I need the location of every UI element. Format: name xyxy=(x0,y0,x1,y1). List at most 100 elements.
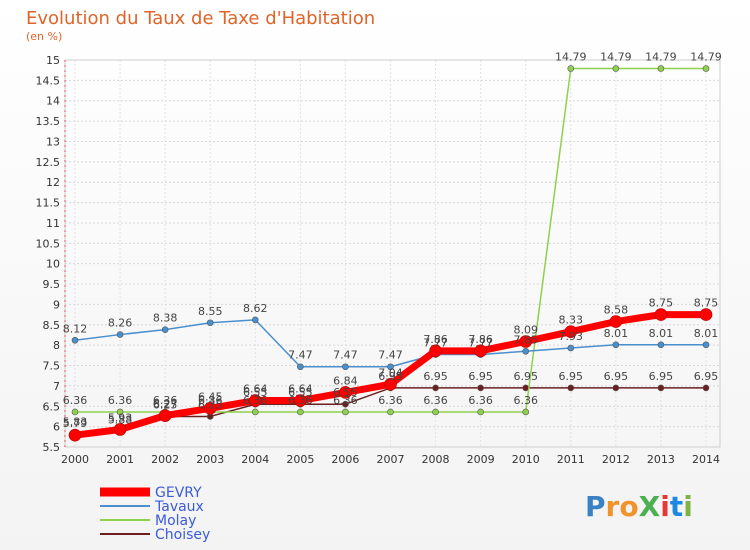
x-tick-label: 2001 xyxy=(106,453,134,466)
data-label-tavaux: 8.01 xyxy=(694,327,719,340)
data-label-molay: 14.79 xyxy=(690,51,722,64)
data-point-gevry xyxy=(68,428,82,442)
y-tick-label: 10 xyxy=(46,258,60,271)
x-tick-label: 2004 xyxy=(241,453,269,466)
y-tick-label: 13.5 xyxy=(36,115,61,128)
data-point-choisey xyxy=(657,384,665,392)
y-tick-label: 9.5 xyxy=(43,278,61,291)
y-tick-label: 10.5 xyxy=(36,237,61,250)
y-tick-label: 14.5 xyxy=(36,74,61,87)
data-label-gevry: 6.84 xyxy=(333,374,358,387)
data-point-gevry xyxy=(203,401,217,415)
data-point-gevry xyxy=(609,315,623,328)
data-point-molay xyxy=(297,408,304,416)
data-point-choisey xyxy=(342,400,349,408)
data-label-choisey: 6.95 xyxy=(468,370,493,383)
data-label-choisey: 6.55 xyxy=(243,386,268,399)
data-point-choisey xyxy=(567,384,575,392)
x-axis: 2000 2001 2002 2003 2004 2005 2006 2007 2008 2009… xyxy=(61,453,720,466)
data-point-gevry xyxy=(113,423,127,436)
data-point-gevry xyxy=(474,344,487,358)
data-label-choisey: 6.95 xyxy=(649,370,674,383)
data-label-gevry: 5.79 xyxy=(63,417,88,430)
x-tick-label: 2009 xyxy=(467,453,495,466)
data-label-tavaux: 8.62 xyxy=(243,302,268,315)
logo-letter: X xyxy=(639,490,661,523)
y-tick-label: 13 xyxy=(46,135,60,148)
y-tick-label: 8 xyxy=(53,339,60,352)
data-label-tavaux: 7.77 xyxy=(423,337,448,350)
data-label-molay: 6.36 xyxy=(243,394,268,407)
x-tick-label: 2010 xyxy=(512,453,540,466)
x-tick-label: 2008 xyxy=(422,453,450,466)
data-point-choisey xyxy=(612,384,620,392)
data-point-molay xyxy=(567,65,575,72)
data-label-molay: 6.36 xyxy=(378,394,403,407)
data-label-choisey: 6.95 xyxy=(423,370,448,383)
data-label-choisey: 6.55 xyxy=(333,386,358,399)
data-point-tavaux xyxy=(387,363,394,371)
data-point-tavaux xyxy=(71,336,79,344)
data-label-molay: 14.79 xyxy=(645,51,677,64)
data-label-molay: 6.36 xyxy=(198,394,223,407)
legend-label-gevry: GEVRY xyxy=(155,485,202,501)
data-label-molay: 6.36 xyxy=(63,394,88,407)
y-tick-label: 8.5 xyxy=(43,319,61,332)
data-point-molay xyxy=(71,408,79,416)
logo-letter: i xyxy=(683,490,693,523)
data-label-molay: 6.36 xyxy=(288,394,313,407)
x-tick-label: 2005 xyxy=(286,453,314,466)
data-point-tavaux xyxy=(342,363,349,371)
y-tick-label: 9 xyxy=(53,298,60,311)
data-label-choisey: 5.88 xyxy=(108,414,133,427)
data-point-gevry xyxy=(294,394,307,407)
data-label-gevry: 6.27 xyxy=(153,398,178,411)
x-tick-label: 2002 xyxy=(151,453,179,466)
data-point-gevry xyxy=(158,409,172,422)
x-tick-label: 2012 xyxy=(602,453,630,466)
data-point-gevry xyxy=(248,394,262,407)
x-tick-label: 2007 xyxy=(377,453,405,466)
proxiti-logo: ProXiti xyxy=(585,490,693,523)
data-point-molay xyxy=(612,65,620,72)
logo-letter: P xyxy=(585,490,606,523)
data-point-gevry xyxy=(339,386,352,399)
data-label-gevry: 8.75 xyxy=(649,297,674,310)
data-point-tavaux xyxy=(567,344,575,352)
data-label-gevry: 7.86 xyxy=(423,333,448,346)
chart-title: Evolution du Taux de Taxe d'Habitation xyxy=(26,8,375,29)
data-point-tavaux xyxy=(612,341,620,349)
data-label-gevry: 8.09 xyxy=(513,323,538,336)
data-label-gevry: 8.75 xyxy=(694,297,719,310)
data-label-tavaux: 8.55 xyxy=(198,305,223,318)
data-label-choisey: 6.25 xyxy=(198,398,223,411)
x-tick-label: 2013 xyxy=(647,453,675,466)
data-point-molay xyxy=(702,65,710,72)
data-label-choisey: 6.95 xyxy=(378,370,403,383)
data-point-gevry xyxy=(564,325,578,339)
data-point-molay xyxy=(432,408,439,416)
data-label-gevry: 6.64 xyxy=(288,383,313,396)
data-label-molay: 14.79 xyxy=(555,51,587,64)
gridlines xyxy=(65,59,720,448)
data-label-gevry: 6.45 xyxy=(198,390,223,403)
x-tick-label: 2011 xyxy=(557,453,585,466)
x-tick-label: 2006 xyxy=(331,453,359,466)
legend-label-tavaux: Tavaux xyxy=(154,499,204,515)
data-label-tavaux: 8.38 xyxy=(153,312,178,325)
data-point-gevry xyxy=(384,377,397,391)
data-point-tavaux xyxy=(251,316,259,324)
chart-subtitle: (en %) xyxy=(26,30,62,43)
data-label-tavaux: 7.47 xyxy=(288,349,313,362)
data-label-choisey: 6.25 xyxy=(153,398,178,411)
data-point-choisey xyxy=(477,384,484,392)
data-label-tavaux: 7.77 xyxy=(468,337,493,350)
data-label-molay: 6.36 xyxy=(513,394,538,407)
data-point-molay xyxy=(251,408,259,416)
data-label-tavaux: 7.47 xyxy=(378,349,403,362)
x-tick-label: 2014 xyxy=(692,453,720,466)
data-label-tavaux: 7.93 xyxy=(559,330,584,343)
data-point-molay xyxy=(657,65,665,72)
data-label-molay: 6.36 xyxy=(333,394,358,407)
x-tick-label: 2003 xyxy=(196,453,224,466)
